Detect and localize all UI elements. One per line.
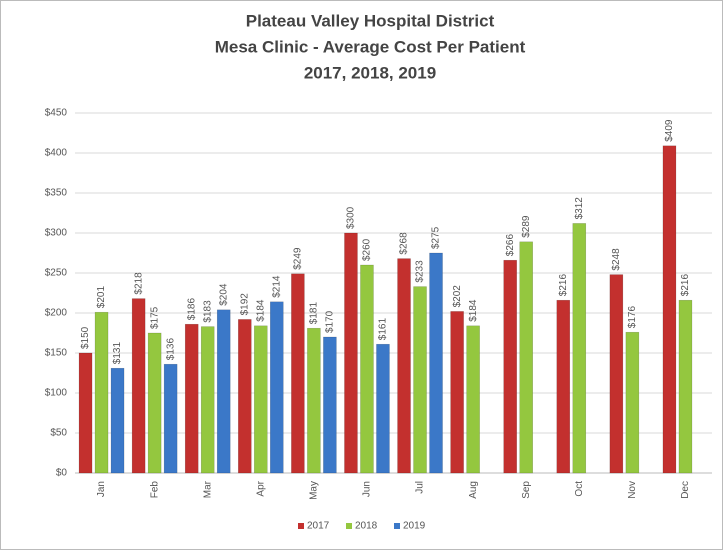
value-label: $131 — [112, 342, 123, 365]
value-label: $184 — [468, 299, 479, 322]
bar — [254, 325, 268, 474]
bar — [238, 319, 252, 474]
x-tick-label: Jun — [362, 481, 373, 497]
value-label: $260 — [362, 238, 373, 261]
bar — [503, 259, 517, 474]
legend-label: 2017 — [307, 521, 330, 532]
legend-label: 2019 — [403, 521, 426, 532]
bar — [397, 258, 411, 474]
value-label: $176 — [627, 306, 638, 329]
value-label: $181 — [309, 302, 320, 325]
legend-swatch — [394, 523, 400, 529]
x-tick-label: Mar — [202, 480, 213, 498]
bar — [376, 343, 390, 474]
bar — [625, 331, 640, 474]
value-label: $275 — [431, 226, 442, 249]
bar — [307, 327, 321, 474]
bar — [131, 298, 146, 474]
x-tick-label: Nov — [627, 481, 638, 499]
bar — [216, 309, 231, 474]
value-label: $312 — [574, 197, 585, 220]
y-tick-label: $0 — [56, 468, 68, 479]
x-tick-label: Feb — [149, 481, 160, 499]
bar — [413, 286, 427, 474]
value-label: $214 — [271, 275, 282, 298]
bar — [270, 301, 284, 474]
value-label: $249 — [293, 247, 304, 270]
y-tick-label: $150 — [45, 348, 68, 359]
value-label: $268 — [399, 232, 410, 255]
bar — [94, 311, 109, 474]
value-label: $204 — [218, 283, 229, 306]
y-tick-label: $250 — [45, 268, 68, 279]
y-tick-label: $300 — [45, 228, 68, 239]
y-tick-label: $100 — [45, 388, 68, 399]
y-tick-label: $450 — [45, 108, 68, 119]
x-tick-label: Aug — [468, 481, 479, 499]
x-tick-label: Jan — [96, 481, 107, 497]
bar — [78, 352, 93, 474]
value-label: $170 — [325, 310, 336, 333]
x-tick-label: May — [309, 481, 320, 500]
legend-label: 2018 — [355, 521, 378, 532]
bar — [184, 323, 199, 474]
bar — [360, 264, 374, 474]
value-label: $248 — [611, 248, 622, 271]
value-label: $216 — [558, 274, 569, 297]
x-tick-label: Jul — [415, 481, 426, 494]
value-label: $186 — [186, 298, 197, 321]
y-tick-label: $200 — [45, 308, 68, 319]
y-tick-label: $400 — [45, 148, 68, 159]
bar — [678, 299, 693, 474]
bar — [466, 325, 480, 474]
value-label: $192 — [239, 293, 250, 316]
bar — [291, 273, 305, 474]
bar — [450, 311, 464, 474]
bar — [519, 241, 533, 474]
value-label: $201 — [96, 286, 107, 309]
value-label: $161 — [378, 318, 389, 341]
chart-title: Plateau Valley Hospital District — [246, 11, 495, 30]
x-tick-label: Apr — [255, 480, 266, 496]
legend-swatch — [346, 523, 352, 529]
bar — [344, 232, 358, 474]
x-tick-label: Sep — [521, 481, 532, 499]
value-label: $266 — [505, 234, 516, 257]
value-label: $136 — [165, 338, 176, 361]
value-label: $300 — [346, 206, 357, 229]
value-label: $289 — [521, 215, 532, 238]
legend-swatch — [298, 523, 304, 529]
value-label: $409 — [664, 119, 675, 142]
bar — [147, 332, 162, 474]
value-label: $184 — [255, 299, 266, 322]
x-tick-label: Dec — [680, 481, 691, 499]
bar — [429, 252, 443, 474]
value-label: $175 — [149, 306, 160, 329]
value-label: $202 — [452, 285, 463, 308]
value-label: $216 — [680, 274, 691, 297]
y-tick-label: $350 — [45, 188, 68, 199]
bar — [110, 367, 125, 474]
value-label: $233 — [415, 260, 426, 283]
chart-title: Mesa Clinic - Average Cost Per Patient — [215, 37, 526, 56]
bar — [662, 145, 677, 474]
value-label: $183 — [202, 300, 213, 323]
bar — [323, 336, 337, 474]
chart-title: 2017, 2018, 2019 — [304, 63, 436, 82]
bar — [609, 274, 624, 474]
value-label: $150 — [80, 326, 91, 349]
bar — [163, 363, 178, 474]
bar — [572, 223, 587, 474]
x-tick-label: Oct — [574, 481, 585, 497]
value-label: $218 — [133, 272, 144, 295]
bar — [200, 326, 215, 474]
bar — [556, 299, 571, 474]
y-tick-label: $50 — [50, 428, 67, 439]
